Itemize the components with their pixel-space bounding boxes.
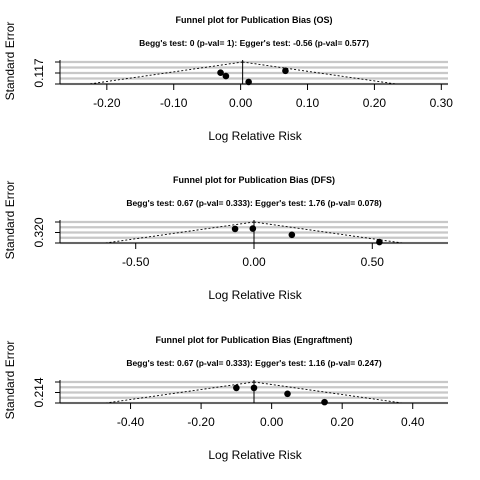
funnel-left-limit: [105, 381, 255, 404]
funnel-right-limit: [253, 381, 403, 404]
x-tick-label: 0.20: [363, 96, 387, 110]
study-point: [250, 384, 258, 392]
x-tick-label: -0.40: [117, 415, 145, 429]
funnel-left-limit: [89, 61, 243, 85]
x-tick-label: 0.30: [430, 96, 454, 110]
y-axis-title: Standard Error: [3, 22, 17, 101]
y-tick-label: 0.320: [32, 217, 46, 247]
funnel-panel: Funnel plot for Publication Bias (DFS) Be…: [3, 175, 448, 302]
study-point: [245, 78, 252, 86]
x-tick-label: 0.20: [331, 415, 355, 429]
x-tick-label: 0.50: [361, 255, 385, 269]
funnel-panel: Funnel plot for Publication Bias (OS) Beg…: [3, 15, 453, 143]
study-point: [284, 390, 291, 398]
study-point: [282, 67, 289, 75]
funnel-left-limit: [105, 221, 255, 244]
x-tick-label: 0.00: [229, 96, 253, 110]
x-tick-label: 0.00: [242, 255, 266, 269]
x-tick-label: -0.10: [160, 96, 188, 110]
study-point: [321, 398, 328, 406]
study-point: [222, 72, 230, 80]
x-tick-label: -0.20: [93, 96, 121, 110]
chart-subtitle: Begg's test: 0.67 (p-val= 0.333): Egger'…: [126, 198, 382, 208]
study-point: [231, 225, 239, 233]
chart-subtitle: Begg's test: 0.67 (p-val= 0.333): Egger'…: [126, 358, 382, 368]
study-point: [217, 69, 224, 77]
x-axis-title: Log Relative Risk: [208, 129, 302, 143]
x-axis-title: Log Relative Risk: [208, 288, 302, 302]
study-point: [288, 231, 296, 239]
chart-title: Funnel plot for Publication Bias (DFS): [173, 175, 335, 185]
x-axis-title: Log Relative Risk: [208, 448, 302, 462]
x-tick-label: -0.50: [122, 255, 150, 269]
study-point: [233, 384, 240, 392]
x-tick-label: 0.10: [296, 96, 320, 110]
study-point: [249, 225, 257, 232]
y-axis-title: Standard Error: [3, 341, 17, 420]
y-tick-label: 0.117: [32, 58, 46, 87]
funnel-right-limit: [242, 61, 397, 85]
y-axis-title: Standard Error: [3, 181, 17, 260]
funnel-panel: Funnel plot for Publication Bias (Engraf…: [3, 335, 448, 462]
x-tick-label: 0.00: [260, 415, 284, 429]
x-tick-label: -0.20: [187, 415, 215, 429]
y-tick-label: 0.214: [32, 377, 46, 407]
x-tick-label: 0.40: [401, 415, 425, 429]
study-point: [376, 238, 383, 246]
chart-title: Funnel plot for Publication Bias (Engraf…: [156, 335, 353, 345]
chart-subtitle: Begg's test: 0 (p-val= 1): Egger's test:…: [139, 38, 369, 48]
chart-title: Funnel plot for Publication Bias (OS): [176, 15, 333, 25]
